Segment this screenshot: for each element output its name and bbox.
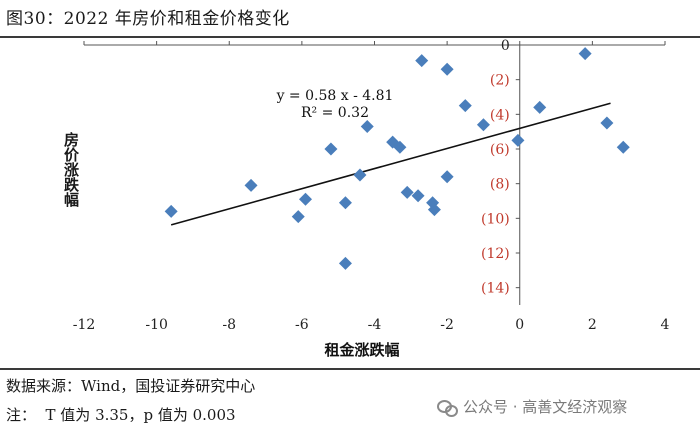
- data-point: [324, 142, 338, 156]
- x-tick-label: -8: [222, 317, 236, 333]
- x-tick-label: -6: [295, 317, 309, 333]
- y-tick-label: (12): [481, 246, 510, 262]
- data-point: [291, 210, 305, 224]
- scatter-chart: -12 -10 -8 -6 -4 -2 0 2 4 0 (2) (4) (6) (8) (10) (12) (1…: [73, 38, 670, 359]
- data-point: [600, 116, 614, 130]
- y-tick-label: (10): [481, 211, 510, 227]
- data-point: [533, 100, 547, 114]
- y-axis-label: 房价涨跌幅: [62, 132, 80, 207]
- data-point: [458, 99, 472, 113]
- data-point: [411, 189, 425, 203]
- watermark-text: 公众号 · 高善文经济观察: [463, 398, 628, 416]
- data-point: [360, 119, 374, 133]
- wechat-icon: [437, 399, 458, 417]
- y-tick-label: (4): [490, 107, 510, 123]
- y-tick-label: (8): [490, 177, 510, 193]
- data-point: [338, 196, 352, 210]
- footnote: 注： T 值为 3.35，p 值为 0.003: [6, 406, 236, 424]
- bottom-rule: [0, 368, 700, 370]
- y-tick-label: (2): [490, 73, 510, 89]
- data-point: [578, 47, 592, 61]
- x-tick-label: -12: [73, 317, 96, 333]
- x-tick-label: 0: [515, 317, 524, 333]
- x-tick-label: -4: [368, 317, 382, 333]
- trendline: [170, 102, 611, 226]
- trendline-r-squared: R² = 0.32: [301, 105, 369, 121]
- x-tick-label: 4: [661, 317, 670, 333]
- data-point: [393, 140, 407, 154]
- data-point: [616, 140, 630, 154]
- x-tick-label: 2: [588, 317, 597, 333]
- data-point: [427, 203, 441, 217]
- watermark: 公众号 · 高善文经济观察: [437, 396, 627, 417]
- y-tick-label: (6): [490, 142, 510, 158]
- data-point: [440, 62, 454, 76]
- figure-title: 图30：2022 年房价和租金价格变化: [6, 9, 290, 29]
- x-axis-label: 租金涨跌幅: [324, 341, 399, 359]
- trendline-equation: y = 0.58 x - 4.81: [276, 88, 394, 104]
- top-rule: [0, 36, 700, 38]
- data-point: [353, 168, 367, 182]
- x-tick-label: -10: [145, 317, 168, 333]
- x-tick-label: -2: [440, 317, 454, 333]
- data-point: [338, 256, 352, 270]
- data-point: [511, 133, 525, 147]
- data-point: [415, 54, 429, 68]
- data-point: [244, 178, 258, 192]
- y-tick-label: (14): [481, 281, 510, 297]
- data-point: [400, 185, 414, 199]
- y-tick-label: 0: [501, 38, 510, 54]
- data-point: [476, 118, 490, 132]
- data-point: [164, 204, 178, 218]
- source-note: 数据来源：Wind，国投证券研究中心: [6, 377, 256, 395]
- data-point: [299, 192, 313, 206]
- data-point: [440, 170, 454, 184]
